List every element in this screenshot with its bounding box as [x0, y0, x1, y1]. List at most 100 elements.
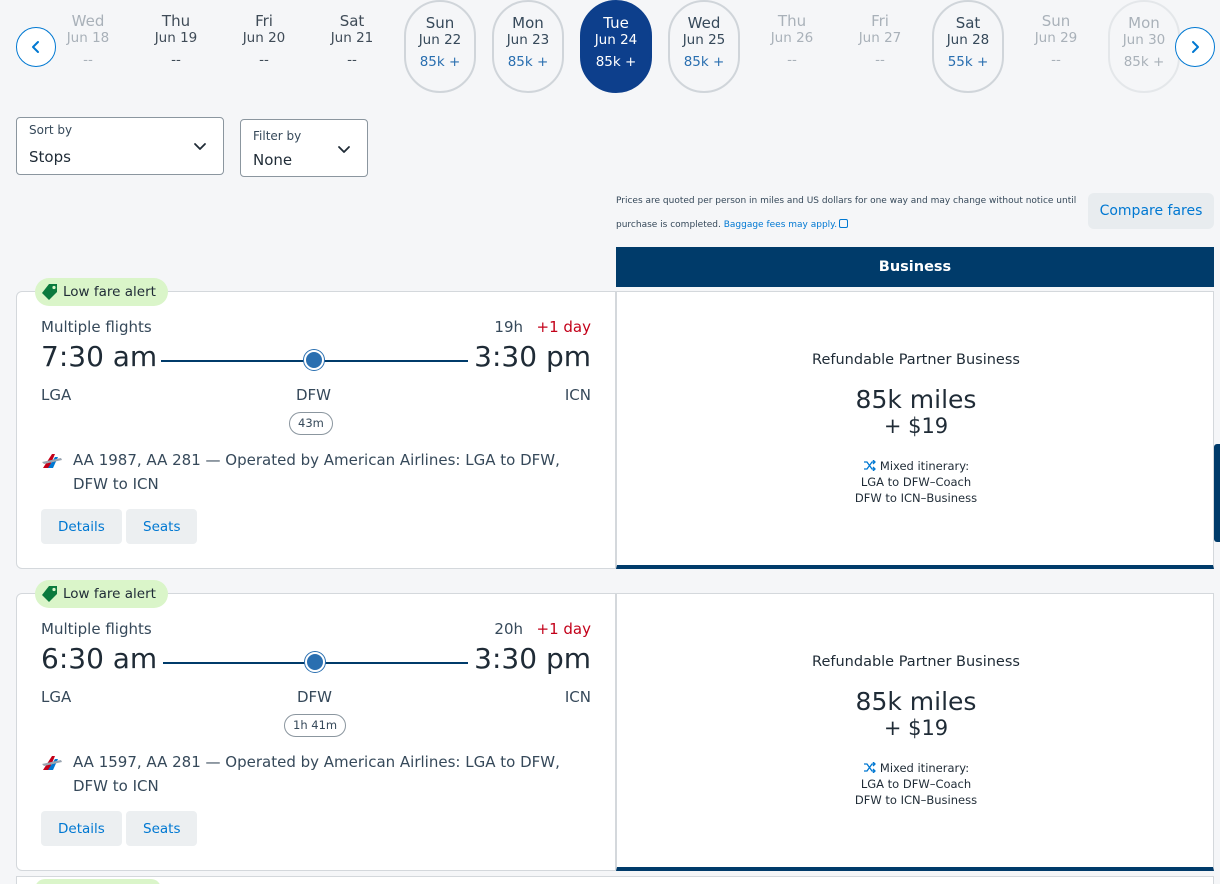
price-tag-icon [42, 586, 57, 602]
mixed-itinerary-title: Mixed itinerary: [879, 761, 970, 775]
sort-by-dropdown[interactable]: Sort by Stops [16, 117, 224, 175]
low-fare-alert-text: Low fare alert [63, 586, 156, 602]
previous-dates-button[interactable] [16, 27, 56, 67]
next-dates-button[interactable] [1175, 27, 1215, 67]
day-price: -- [875, 52, 885, 68]
low-fare-alert-badge: Low fare alert [35, 580, 168, 608]
day-date: Jun 28 [946, 32, 990, 48]
arrival-time: 3:30 pm [474, 642, 591, 675]
day-date: Jun 18 [66, 30, 110, 46]
day-of-week: Fri [255, 12, 273, 30]
filter-by-value: None [253, 151, 293, 169]
fare-cash: + $19 [883, 716, 949, 740]
fare-name: Refundable Partner Business [812, 352, 1020, 368]
scrollbar-thumb[interactable] [1214, 444, 1220, 542]
day-of-week: Sun [425, 14, 455, 32]
day-date: Jun 21 [330, 30, 374, 46]
day-offset: +1 day [536, 620, 591, 638]
cabin-header-business: Business [616, 247, 1214, 287]
date-option-jun-20[interactable]: Fri Jun 20 -- [228, 0, 300, 93]
date-option-jun-26[interactable]: Thu Jun 26 -- [756, 0, 828, 93]
mixed-itinerary: Mixed itinerary: LGA to DFW–Coach DFW to… [617, 458, 1215, 506]
fare-business-option[interactable]: Refundable Partner Business 85k miles + … [616, 593, 1214, 871]
flight-details-panel: Multiple flights 19h +1 day 7:30 am 3:30… [16, 291, 616, 569]
day-offset: +1 day [536, 318, 591, 336]
date-option-jun-21[interactable]: Sat Jun 21 -- [316, 0, 388, 93]
compare-fares-button[interactable]: Compare fares [1088, 193, 1214, 229]
sort-by-value: Stops [29, 148, 71, 166]
day-of-week: Thu [161, 12, 191, 30]
flight-card: Multiple flights 19h +1 day 7:30 am 3:30… [16, 278, 1214, 569]
date-option-jun-27[interactable]: Fri Jun 27 -- [844, 0, 916, 93]
mixed-itinerary-title: Mixed itinerary: [879, 459, 970, 473]
day-price: 85k + [683, 54, 725, 70]
details-button[interactable]: Details [41, 509, 122, 544]
day-date: Jun 20 [242, 30, 286, 46]
american-airlines-logo-icon [42, 756, 62, 770]
chevron-left-icon [32, 41, 39, 53]
connection-dot [304, 350, 324, 370]
date-option-jun-25[interactable]: Wed Jun 25 85k + [668, 0, 740, 93]
date-option-jun-29[interactable]: Sun Jun 29 -- [1020, 0, 1092, 93]
trip-duration: 19h [494, 318, 523, 336]
day-price: 85k + [419, 54, 461, 70]
day-price: -- [83, 52, 93, 68]
day-price: 85k + [507, 54, 549, 70]
flight-card: Multiple flights 20h +1 day 6:30 am 3:30… [16, 580, 1214, 871]
day-price: -- [347, 52, 357, 68]
date-option-jun-24-selected[interactable]: Tue Jun 24 85k + [580, 0, 652, 93]
date-option-jun-19[interactable]: Thu Jun 19 -- [140, 0, 212, 93]
price-notice-text: Prices are quoted per person in miles an… [616, 196, 1077, 230]
connection-airport: DFW [296, 386, 332, 404]
date-option-jun-22[interactable]: Sun Jun 22 85k + [404, 0, 476, 93]
low-fare-alert-badge: Low fare alert [35, 278, 168, 306]
day-of-week: Sun [1041, 12, 1071, 30]
mixed-itinerary: Mixed itinerary: LGA to DFW–Coach DFW to… [617, 760, 1215, 808]
filter-by-dropdown[interactable]: Filter by None [240, 119, 368, 177]
date-option-jun-30[interactable]: Mon Jun 30 85k + [1108, 0, 1180, 93]
fare-business-option[interactable]: Refundable Partner Business 85k miles + … [616, 291, 1214, 569]
shuffle-icon [863, 762, 876, 773]
connection-dot [305, 652, 325, 672]
origin-airport: LGA [41, 688, 72, 706]
date-option-jun-18[interactable]: Wed Jun 18 -- [52, 0, 124, 93]
sort-by-label: Sort by [29, 123, 73, 137]
day-date: Jun 25 [682, 32, 726, 48]
day-price: 85k + [595, 54, 637, 70]
departure-time: 7:30 am [41, 340, 158, 373]
day-of-week: Sat [955, 14, 981, 32]
date-option-jun-28[interactable]: Sat Jun 28 55k + [932, 0, 1004, 93]
mixed-segment: DFW to ICN–Business [854, 491, 978, 505]
trip-duration: 20h [494, 620, 523, 638]
day-date: Jun 23 [506, 32, 550, 48]
mixed-segment: DFW to ICN–Business [854, 793, 978, 807]
day-of-week: Wed [71, 12, 105, 30]
fare-cash: + $19 [883, 414, 949, 438]
day-date: Jun 24 [594, 32, 638, 48]
destination-airport: ICN [564, 688, 591, 706]
mixed-segment: LGA to DFW–Coach [860, 777, 972, 791]
operated-by-text: AA 1987, AA 281 — Operated by American A… [73, 451, 560, 493]
seats-button[interactable]: Seats [126, 509, 198, 544]
filter-by-label: Filter by [253, 129, 302, 143]
day-date: Jun 30 [1122, 32, 1166, 48]
layover-duration: 43m [289, 412, 333, 435]
seats-button[interactable]: Seats [126, 811, 198, 846]
external-link-icon [839, 219, 849, 228]
day-of-week: Wed [687, 14, 721, 32]
day-date: Jun 29 [1034, 30, 1078, 46]
mixed-segment: LGA to DFW–Coach [860, 475, 972, 489]
low-fare-alert-text: Low fare alert [63, 284, 156, 300]
day-of-week: Sat [339, 12, 365, 30]
details-button[interactable]: Details [41, 811, 122, 846]
baggage-fees-link[interactable]: Baggage fees may apply. [723, 220, 838, 230]
day-of-week: Fri [871, 12, 889, 30]
day-price: -- [1051, 52, 1061, 68]
date-option-jun-23[interactable]: Mon Jun 23 85k + [492, 0, 564, 93]
day-date: Jun 27 [858, 30, 902, 46]
fare-miles: 85k miles [855, 687, 977, 716]
flight-type: Multiple flights [41, 620, 152, 638]
layover-duration: 1h 41m [284, 714, 347, 737]
day-price: -- [787, 52, 797, 68]
day-of-week: Thu [777, 12, 807, 30]
